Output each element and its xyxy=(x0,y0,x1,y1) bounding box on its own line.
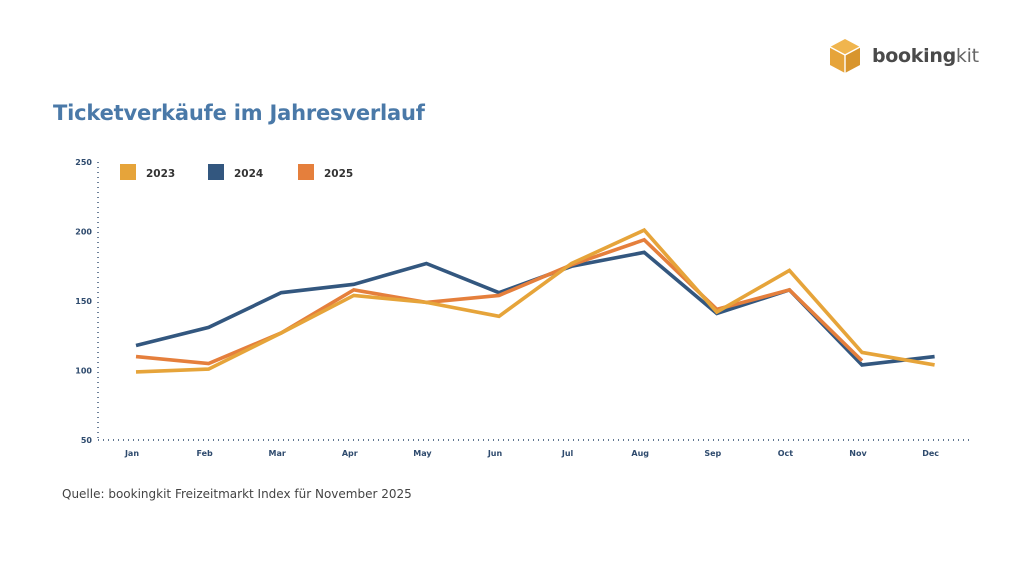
legend-item-2025: 2025 xyxy=(298,164,353,180)
source-note: Quelle: bookingkit Freizeitmarkt Index f… xyxy=(62,487,412,501)
series-line-2023 xyxy=(135,227,935,374)
legend-label: 2024 xyxy=(234,168,263,180)
legend: 2023 2024 2025 xyxy=(120,164,353,180)
legend-item-2023: 2023 xyxy=(120,164,175,180)
x-tick-label: Jan xyxy=(124,449,139,458)
y-tick-labels: 50 100 150 200 250 xyxy=(75,158,92,445)
x-tick-label: Jul xyxy=(561,449,574,458)
y-tick-label: 50 xyxy=(81,436,93,445)
y-tick-label: 250 xyxy=(75,158,92,167)
y-tick-label: 200 xyxy=(75,228,92,237)
x-tick-label: Aug xyxy=(631,449,649,458)
legend-item-2024: 2024 xyxy=(208,164,263,180)
legend-swatch xyxy=(298,164,314,180)
brand-name-bold: booking xyxy=(872,45,956,67)
x-tick-label: Sep xyxy=(704,449,721,458)
brand-name: bookingkit xyxy=(872,45,979,67)
chart-title: Ticketverkäufe im Jahresverlauf xyxy=(53,101,425,125)
x-tick-label: Nov xyxy=(849,449,867,458)
axes xyxy=(97,162,972,441)
legend-label: 2025 xyxy=(324,168,353,180)
x-tick-label: Dec xyxy=(922,449,939,458)
x-tick-label: Mar xyxy=(269,449,286,458)
x-tick-label: May xyxy=(413,449,432,458)
y-tick-label: 100 xyxy=(75,367,92,376)
series-lines xyxy=(135,227,935,374)
x-tick-label: Apr xyxy=(342,449,358,458)
legend-label: 2023 xyxy=(146,168,175,180)
x-tick-label: Oct xyxy=(778,449,794,458)
brand-name-light: kit xyxy=(955,45,979,67)
x-tick-label: Jun xyxy=(487,449,503,458)
series-line-2024 xyxy=(135,250,935,367)
x-tick-label: Feb xyxy=(196,449,213,458)
legend-swatch xyxy=(120,164,136,180)
cube-logo-icon xyxy=(829,39,861,73)
legend-swatch xyxy=(208,164,224,180)
y-tick-label: 150 xyxy=(75,297,92,306)
brand-logo: bookingkit xyxy=(828,38,979,74)
x-tick-labels: Jan Feb Mar Apr May Jun Jul Aug Sep Oct Nov Dec xyxy=(124,449,939,458)
